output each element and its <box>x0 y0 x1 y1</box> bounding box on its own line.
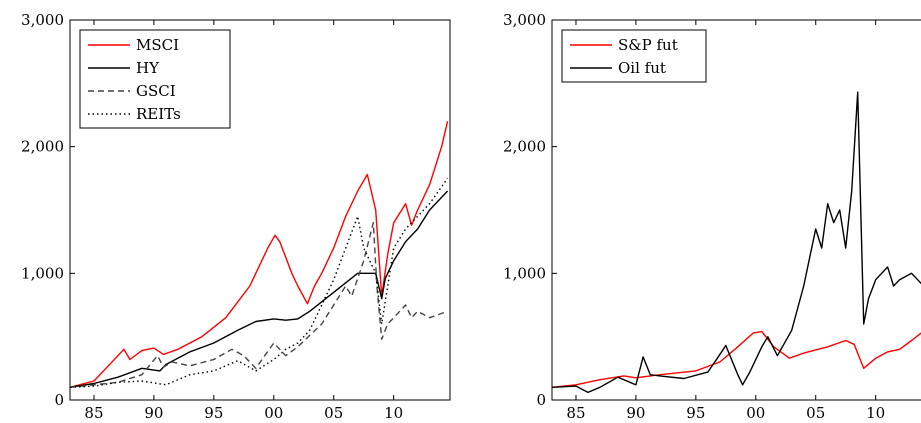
y-tick-label: 3,000 <box>503 11 546 29</box>
legend-label: REITs <box>136 105 181 123</box>
legend-label: MSCI <box>136 36 179 54</box>
x-tick-label: 05 <box>806 404 825 422</box>
series-line-s-p-fut <box>552 330 921 388</box>
x-tick-label: 95 <box>204 404 223 422</box>
legend-box <box>561 29 707 83</box>
series-lines <box>70 121 449 388</box>
legend-label: HY <box>136 59 160 77</box>
legend: S&P fut Oil fut <box>561 29 707 83</box>
plot-frame <box>69 19 451 401</box>
x-tick-label: 10 <box>866 404 885 422</box>
y-tick-label: 2,000 <box>503 138 546 156</box>
series-line-gsci <box>70 221 448 388</box>
series-line-reits <box>70 177 449 388</box>
x-tick-label: 05 <box>324 404 343 422</box>
x-tick-label: 90 <box>144 404 163 422</box>
x-tick-label: 85 <box>84 404 103 422</box>
y-tick-label: 1,000 <box>21 264 64 282</box>
legend: MSCI HY GSCI REITs <box>79 29 231 129</box>
series-line-msci <box>70 121 449 388</box>
legend-label: GSCI <box>136 82 176 100</box>
y-tick-label: 3,000 <box>21 11 64 29</box>
series-line-hy <box>70 190 449 388</box>
y-tick-label: 1,000 <box>503 264 546 282</box>
series-line-oil-fut <box>552 91 921 394</box>
legend-box <box>79 29 231 129</box>
x-tick-label: 85 <box>566 404 585 422</box>
x-tick-label: 00 <box>264 404 283 422</box>
y-tick-label: 0 <box>54 391 64 409</box>
x-tick-label: 95 <box>686 404 705 422</box>
y-tick-label: 0 <box>536 391 546 409</box>
y-tick-label: 2,000 <box>21 138 64 156</box>
legend-label: S&P fut <box>618 36 678 54</box>
chart-panel-2: 85 90 95 00 05 10 0 1,000 2,000 3,000 S&P fut Oil f… <box>503 11 921 422</box>
x-tick-label: 10 <box>384 404 403 422</box>
x-tick-label: 90 <box>626 404 645 422</box>
chart-panel-1: 85 90 95 00 05 10 0 1,000 2,000 3,000 MSCI HY GSCI RE… <box>21 11 451 422</box>
legend-label: Oil fut <box>618 59 666 77</box>
plot-frame <box>551 19 921 401</box>
x-tick-label: 00 <box>746 404 765 422</box>
series-lines <box>552 91 921 394</box>
